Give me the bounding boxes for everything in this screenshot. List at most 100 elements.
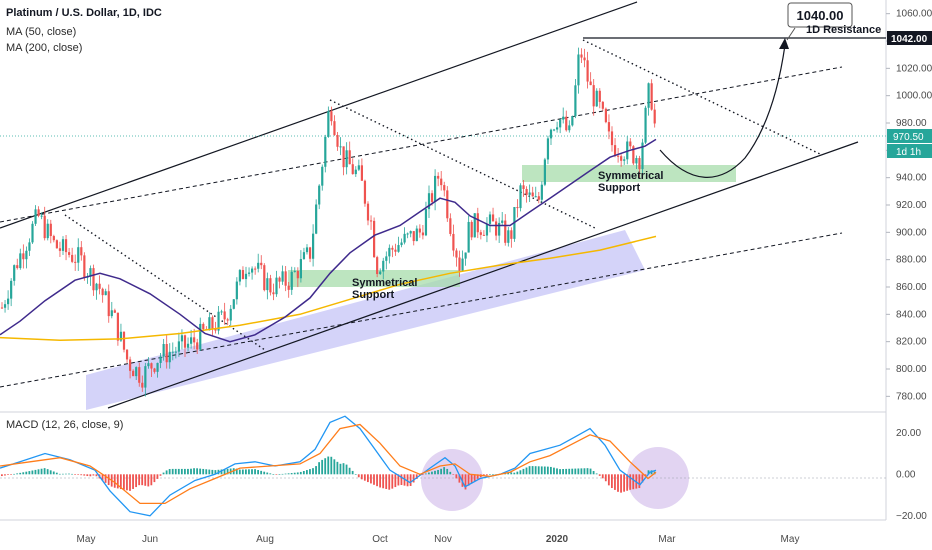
candle-body [385,256,388,261]
candle-body [168,351,171,363]
candle-body [165,344,168,363]
chart-title: Platinum / U.S. Dollar, 1D, IDC [6,7,162,19]
candle-body [49,223,52,237]
macd-line [0,415,657,517]
macd-bar [537,466,540,475]
candle-body [647,83,650,108]
candle-body [485,223,489,236]
candle-body [498,222,501,236]
macd-bar [327,456,330,475]
candle-body [77,247,80,263]
candle-body [80,247,83,256]
candle-body [495,221,498,236]
macd-bar [92,474,95,476]
candle-body [98,283,101,289]
candle-body [476,213,479,233]
candle-body [293,270,296,272]
candle-body [193,337,196,343]
macd-bar [211,469,214,475]
candle-body [400,242,403,246]
signal-line [0,423,657,505]
macd-bar [363,474,366,481]
macd-bar [510,472,513,475]
candle-body [278,277,281,282]
macd-bar [647,470,650,475]
candle-body [113,310,116,313]
candle-body [446,190,449,219]
candle-body [214,328,217,331]
macd-bar [226,468,229,475]
macd-bar [34,469,37,475]
candle-body [226,319,229,321]
candle-body [437,175,440,179]
macd-bar [129,474,131,491]
candle-body [308,247,312,259]
candle-body [7,298,10,305]
candle-body [110,310,113,317]
candle-body [251,268,254,273]
macd-bar [238,469,241,475]
macd-bar [89,474,92,477]
candle-body [159,356,162,363]
macd-bar [528,466,531,475]
candle-body [537,196,540,200]
candle-body [427,193,431,210]
candle-body [287,285,290,290]
macd-bar [251,469,253,475]
macd-bar [74,474,76,475]
candle-body [122,331,126,350]
price-tick-label: 860.00 [896,282,927,293]
macd-bar [437,469,439,475]
candle-body [455,250,458,258]
candle-body [644,107,647,143]
candle-body [418,228,421,233]
macd-bar [223,469,226,475]
macd-bar [71,473,73,475]
macd-bar [254,469,256,475]
macd-axis: 20.00 0.00 −20.00 [896,428,927,522]
macd-bar [370,474,372,484]
candle-body [443,185,446,191]
candle-body [586,60,589,82]
macd-bar [388,474,391,490]
support-2-line2: Support [598,182,640,194]
macd-bar [424,473,427,475]
candle-body [324,136,327,167]
macd-bar [400,474,403,486]
candle-body [132,370,135,377]
macd-bar [458,474,461,483]
candle-body [458,257,461,271]
macd-bar [299,471,302,475]
macd-bar [281,473,284,475]
candle-body [440,178,443,186]
macd-bar [180,468,183,475]
macd-bar [174,468,177,475]
macd-bar [248,469,250,475]
macd-bar [406,474,409,487]
macd-bar [336,461,339,475]
candle-body [559,119,562,128]
macd-bar [208,469,211,475]
macd-bar [559,469,561,475]
macd-bar [263,471,266,475]
candle-body [604,108,607,123]
macd-bar [10,474,12,475]
candle-body [116,312,119,341]
channel-upper [0,1,638,229]
candle-body [171,351,174,353]
candle-body [470,221,473,238]
macd-bar [428,472,430,475]
macd-bar [452,474,455,475]
macd-bar [440,468,442,475]
candle-body [232,299,235,309]
macd-bar [159,474,162,476]
candle-body [312,233,315,259]
candle-body [601,101,604,109]
macd-bar [16,473,19,475]
macd-bar [565,468,568,475]
candle-body [461,258,464,271]
candle-body [382,260,385,272]
macd-bar [583,468,586,475]
candle-body [522,185,525,190]
macd-bar [80,474,83,476]
